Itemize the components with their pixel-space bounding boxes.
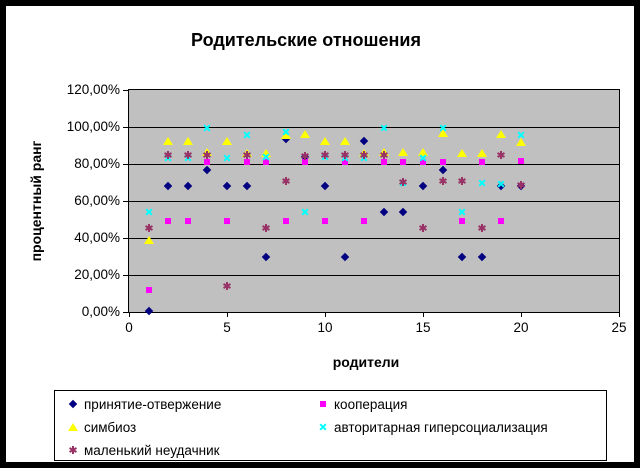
legend-label: принятие-отвержение: [84, 396, 222, 412]
legend-item: кооперация: [317, 396, 408, 412]
gridline: [129, 201, 619, 202]
x-tick-label: 5: [223, 320, 231, 335]
y-axis-tick: [123, 312, 128, 313]
x-tick-label: 15: [415, 320, 431, 335]
legend-item: симбиоз: [67, 419, 136, 435]
y-tick-label: 60,00%: [74, 193, 120, 208]
y-tick-label: 120,00%: [66, 82, 120, 97]
x-axis-tick: [129, 313, 130, 317]
legend-item: авторитарная гиперсоциализация: [317, 419, 548, 435]
x-tick-label: 0: [125, 320, 133, 335]
y-tick-label: 100,00%: [66, 119, 120, 134]
square-marker-icon: [317, 398, 329, 410]
y-tick-label: 0,00%: [81, 304, 120, 319]
x-marker-icon: [317, 421, 329, 433]
triangle-marker-icon: [67, 421, 79, 433]
x-axis-tick: [521, 313, 522, 317]
y-tick-label: 80,00%: [74, 156, 120, 171]
y-axis-tick: [123, 90, 128, 91]
gridline: [129, 275, 619, 276]
legend-item: маленький неудачник: [67, 442, 220, 458]
x-axis-tick: [423, 313, 424, 317]
y-axis-tick: [123, 164, 128, 165]
legend-label: маленький неудачник: [84, 442, 220, 458]
x-axis-tick: [227, 313, 228, 317]
y-tick-label: 20,00%: [74, 267, 120, 282]
legend: принятие-отвержение кооперация симбиоз авто…: [54, 390, 607, 461]
legend-label: кооперация: [334, 396, 408, 412]
gridline: [129, 164, 619, 165]
y-axis-tick: [123, 238, 128, 239]
diamond-marker-icon: [67, 398, 79, 410]
x-axis-tick: [619, 313, 620, 317]
y-axis-tick: [123, 127, 128, 128]
y-axis-tick: [123, 275, 128, 276]
y-tick-label: 40,00%: [74, 230, 120, 245]
gridline: [129, 238, 619, 239]
x-axis-title: родители: [332, 354, 400, 370]
x-tick-label: 20: [513, 320, 529, 335]
x-tick-label: 25: [611, 320, 627, 335]
asterisk-marker-icon: [67, 444, 79, 456]
y-axis-tick: [123, 201, 128, 202]
x-tick-label: 10: [317, 320, 333, 335]
x-axis-tick: [325, 313, 326, 317]
legend-label: авторитарная гиперсоциализация: [334, 419, 548, 435]
chart-title: Родительские отношения: [191, 30, 421, 50]
legend-label: симбиоз: [84, 419, 137, 435]
gridline: [129, 127, 619, 128]
legend-item: принятие-отвержение: [67, 396, 221, 412]
